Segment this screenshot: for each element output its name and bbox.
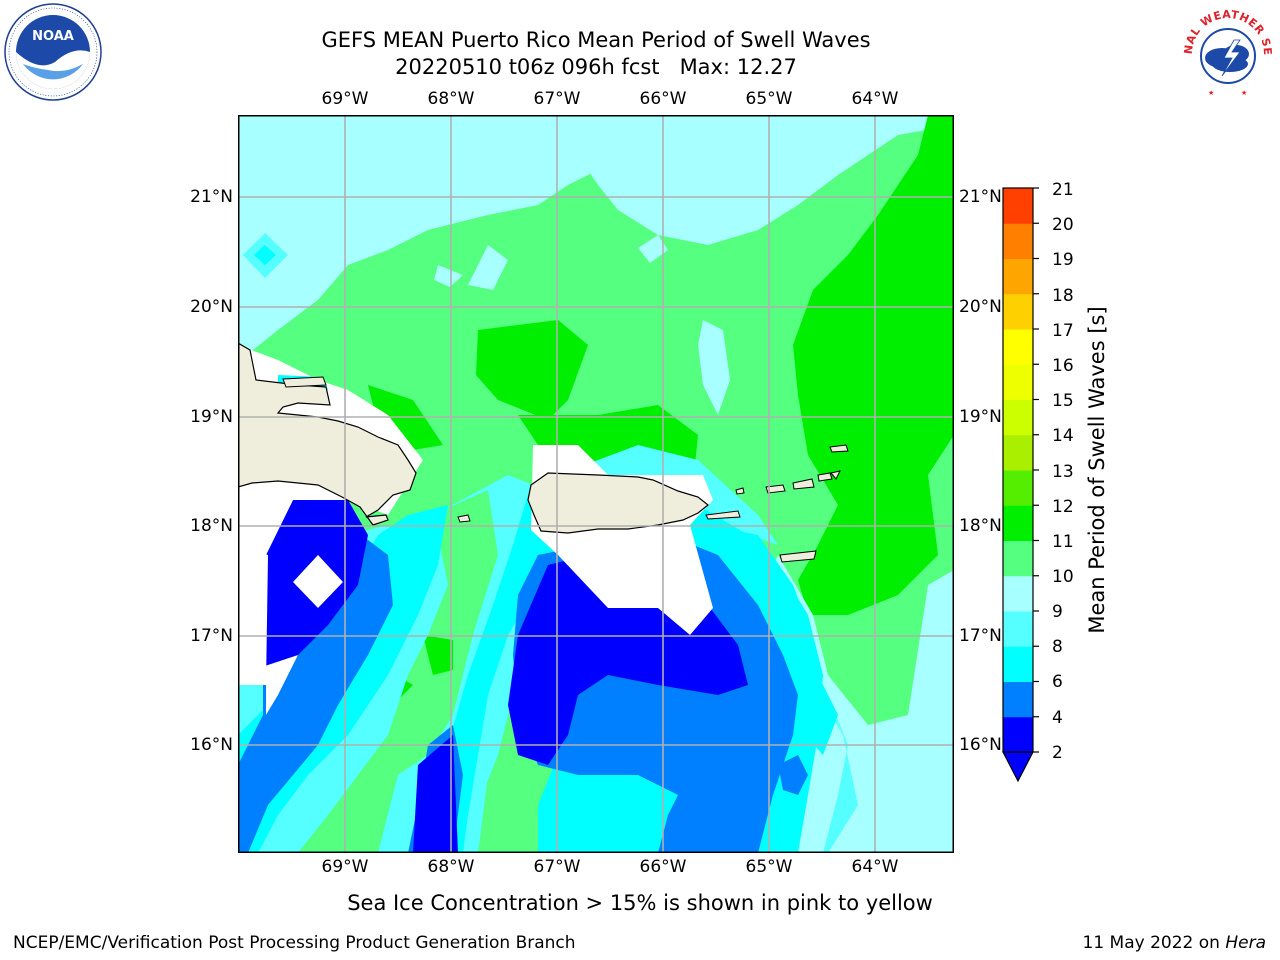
colorbar-band	[1003, 681, 1033, 718]
colorbar-label: Mean Period of Swell Waves [s]	[1085, 306, 1109, 634]
lon-label: 69°W	[321, 857, 369, 877]
lat-label: 16°N	[190, 735, 233, 755]
colorbar-tick-label: 12	[1052, 497, 1074, 517]
footer-credit: NCEP/EMC/Verification Post Processing Pr…	[13, 933, 576, 953]
colorbar-band	[1003, 293, 1033, 330]
lat-label: 19°N	[959, 407, 1002, 427]
lon-label: 65°W	[745, 89, 793, 109]
lon-label: 65°W	[745, 857, 793, 877]
noaa-logo-icon: NOAA	[4, 3, 102, 101]
lon-label: 67°W	[533, 857, 581, 877]
colorbar-band	[1003, 364, 1033, 400]
colorbar-extend-min	[1002, 751, 1034, 783]
lon-label: 67°W	[533, 89, 581, 109]
chart-subtitle: 20220510 t06z 096h fcst Max: 12.27	[395, 55, 797, 79]
no-data-west-lower	[238, 545, 268, 685]
colorbar-band	[1003, 540, 1033, 577]
colorbar-tick-label: 8	[1052, 637, 1063, 657]
chart-title: GEFS MEAN Puerto Rico Mean Period of Swe…	[321, 28, 871, 52]
swell-field-below-2	[413, 735, 458, 853]
swell-patch-8-9	[468, 245, 508, 290]
footer-date: 11 May 2022 on Hera	[1083, 933, 1267, 953]
colorbar-band	[1003, 329, 1033, 365]
lat-label: 20°N	[190, 297, 233, 317]
swell-patch-8-9	[434, 265, 463, 287]
svg-text:★: ★	[1241, 89, 1247, 97]
lat-label: 18°N	[190, 516, 233, 536]
map-border	[238, 115, 954, 853]
svg-text:NOAA: NOAA	[32, 29, 74, 44]
colorbar-tick-label: 19	[1052, 250, 1074, 270]
colorbar-tick-label: 18	[1052, 286, 1074, 306]
colorbar-ticks	[1033, 187, 1039, 753]
colorbar-band	[1003, 716, 1033, 753]
swell-field-10-11-central	[476, 320, 588, 420]
svg-text:★: ★	[1208, 89, 1214, 97]
lat-label: 17°N	[959, 626, 1002, 646]
colorbar-band	[1003, 258, 1033, 295]
colorbar-tick-label: 14	[1052, 426, 1074, 446]
lat-label: 21°N	[190, 187, 233, 207]
lat-label: 17°N	[190, 626, 233, 646]
swell-patch-8-9	[638, 235, 668, 263]
colorbar-tick-label: 9	[1052, 602, 1063, 622]
swell-period-map[interactable]	[238, 115, 954, 853]
colorbar-tick-label: 17	[1052, 321, 1074, 341]
colorbar-tick-label: 2	[1052, 743, 1063, 763]
swell-field-10-11-east	[793, 115, 954, 615]
lon-label: 64°W	[851, 89, 899, 109]
lon-label: 68°W	[427, 857, 475, 877]
colorbar-tick-label: 10	[1052, 567, 1074, 587]
graticule	[238, 115, 954, 853]
nws-logo-icon: NATIONAL WEATHER SERVICE ★ ★	[1178, 2, 1276, 100]
colorbar-bands	[1003, 188, 1033, 753]
land-small-islands	[282, 376, 849, 563]
lat-label: 16°N	[959, 735, 1002, 755]
caption: Sea Ice Concentration > 15% is shown in …	[347, 891, 933, 915]
colorbar-band	[1003, 646, 1033, 682]
colorbar-band	[1003, 399, 1033, 436]
lon-label: 64°W	[851, 857, 899, 877]
swell-field-8-9-north	[578, 115, 954, 245]
lon-label: 68°W	[427, 89, 475, 109]
lat-label: 20°N	[959, 297, 1002, 317]
colorbar-tick-label: 11	[1052, 532, 1074, 552]
colorbar-tick-label: 6	[1052, 672, 1063, 692]
colorbar-tick-label: 16	[1052, 356, 1074, 376]
land-hispaniola	[238, 342, 417, 526]
swell-field-8-9-northwest	[238, 115, 638, 360]
colorbar-band	[1003, 575, 1033, 612]
colorbar-tick-label: 21	[1052, 180, 1074, 200]
lat-label: 18°N	[959, 516, 1002, 536]
swell-patch-8-9	[698, 320, 730, 415]
footer-machine: Hera	[1225, 933, 1266, 953]
no-data-patch	[293, 555, 343, 608]
colorbar-band	[1003, 611, 1033, 647]
swell-patch-2-4	[254, 245, 276, 265]
lon-label: 66°W	[639, 857, 687, 877]
colorbar-band	[1003, 223, 1033, 259]
lat-label: 19°N	[190, 407, 233, 427]
colorbar-band	[1003, 434, 1033, 471]
colorbar-tick-label: 4	[1052, 708, 1063, 728]
swell-field-2-4	[778, 755, 808, 795]
colorbar-band	[1003, 188, 1033, 224]
lat-label: 21°N	[959, 187, 1002, 207]
lon-label: 66°W	[639, 89, 687, 109]
colorbar-tick-label: 13	[1052, 462, 1074, 482]
swell-patch-10-11	[423, 635, 453, 675]
footer-date-text: 11 May 2022 on	[1082, 933, 1226, 953]
colorbar-tick-label: 20	[1052, 215, 1074, 235]
colorbar-tick-label: 15	[1052, 391, 1074, 411]
swell-field-below-2	[543, 655, 586, 673]
colorbar	[1002, 187, 1039, 783]
lon-label: 69°W	[321, 89, 369, 109]
colorbar-band	[1003, 505, 1033, 541]
colorbar-band	[1003, 470, 1033, 506]
